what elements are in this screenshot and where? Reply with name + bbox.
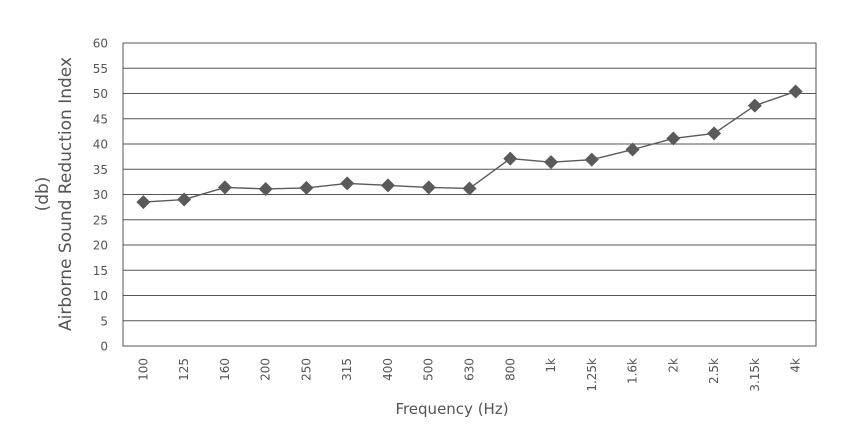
x-tick-label: 1.25k [585,358,599,392]
data-point-marker [625,142,640,157]
x-tick-label: 160 [218,358,232,381]
x-tick-label: 630 [463,358,477,381]
data-point-marker [380,178,395,193]
y-tick-label: 55 [93,62,108,76]
data-point-marker [340,176,355,191]
data-point-marker [788,84,803,99]
data-point-marker [462,181,477,196]
y-axis-title: (db) Airborne Sound Reduction Index [33,57,76,331]
data-series [136,84,803,210]
y-tick-label: 5 [100,314,108,328]
x-axis-ticks: 100 125 160 200 250 315 400 500 630 800 1k 1.25k 1.6… [136,358,802,392]
x-tick-label: 800 [503,358,517,381]
y-axis-title-line-2: Airborne Sound Reduction Index [56,57,76,331]
data-point-marker [177,192,192,207]
x-tick-label: 125 [177,358,191,381]
y-tick-label: 0 [100,340,108,354]
x-tick-label: 500 [422,358,436,381]
y-tick-label: 30 [93,188,108,202]
data-point-marker [503,151,518,166]
x-tick-label: 2.5k [707,358,721,384]
x-tick-label: 1k [544,358,558,373]
y-tick-label: 25 [93,213,108,227]
y-axis-title-line-1: (db) [33,177,53,212]
data-point-marker [217,180,232,195]
x-tick-label: 2k [666,358,680,373]
data-point-marker [136,195,151,210]
y-tick-label: 15 [93,264,108,278]
y-tick-label: 45 [93,112,108,126]
plot-area-frame [122,42,817,347]
data-point-marker [707,126,722,141]
x-axis-title: Frequency (Hz) [395,400,508,418]
x-tick-label: 4k [789,358,803,373]
y-tick-label: 50 [93,87,108,101]
data-point-marker [299,180,314,195]
y-tick-label: 35 [93,163,108,177]
y-tick-label: 60 [93,37,108,51]
x-tick-label: 100 [136,358,150,381]
y-tick-label: 20 [93,239,108,253]
x-tick-label: 3.15k [748,358,762,392]
data-point-marker [421,180,436,195]
y-axis-ticks: 0 5 10 15 20 25 30 35 40 45 50 55 60 [93,37,108,354]
data-point-marker [747,98,762,113]
y-tick-label: 40 [93,138,108,152]
y-tick-label: 10 [93,289,108,303]
data-point-marker [544,155,559,170]
x-tick-label: 200 [259,358,273,381]
x-tick-label: 1.6k [626,358,640,384]
data-point-marker [258,181,273,196]
x-tick-label: 315 [340,358,354,381]
x-tick-label: 400 [381,358,395,381]
data-point-marker [666,131,681,146]
data-point-marker [584,152,599,167]
x-tick-label: 250 [299,358,313,381]
